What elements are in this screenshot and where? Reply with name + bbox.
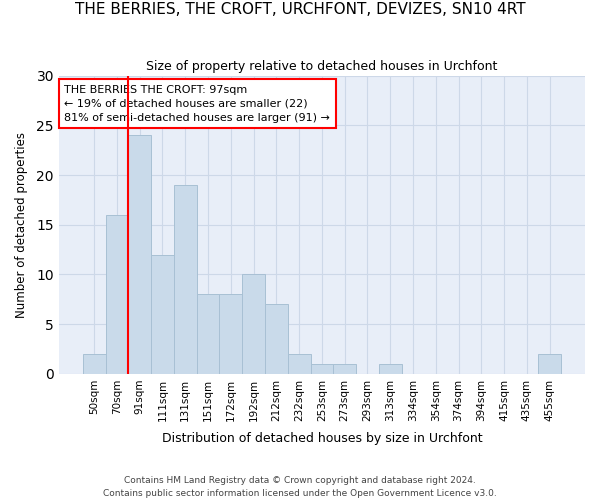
Text: THE BERRIES, THE CROFT, URCHFONT, DEVIZES, SN10 4RT: THE BERRIES, THE CROFT, URCHFONT, DEVIZE…: [74, 2, 526, 18]
Bar: [174, 185, 197, 374]
Bar: [538, 354, 561, 374]
Bar: [83, 354, 106, 374]
Bar: [128, 135, 151, 374]
Bar: [311, 364, 333, 374]
Title: Size of property relative to detached houses in Urchfont: Size of property relative to detached ho…: [146, 60, 497, 73]
Text: Contains HM Land Registry data © Crown copyright and database right 2024.
Contai: Contains HM Land Registry data © Crown c…: [103, 476, 497, 498]
Bar: [242, 274, 265, 374]
Bar: [288, 354, 311, 374]
Y-axis label: Number of detached properties: Number of detached properties: [15, 132, 28, 318]
Bar: [106, 215, 128, 374]
Bar: [197, 294, 220, 374]
Bar: [265, 304, 288, 374]
Bar: [333, 364, 356, 374]
X-axis label: Distribution of detached houses by size in Urchfont: Distribution of detached houses by size …: [161, 432, 482, 445]
Bar: [379, 364, 401, 374]
Text: THE BERRIES THE CROFT: 97sqm
← 19% of detached houses are smaller (22)
81% of se: THE BERRIES THE CROFT: 97sqm ← 19% of de…: [64, 84, 330, 122]
Bar: [220, 294, 242, 374]
Bar: [151, 254, 174, 374]
